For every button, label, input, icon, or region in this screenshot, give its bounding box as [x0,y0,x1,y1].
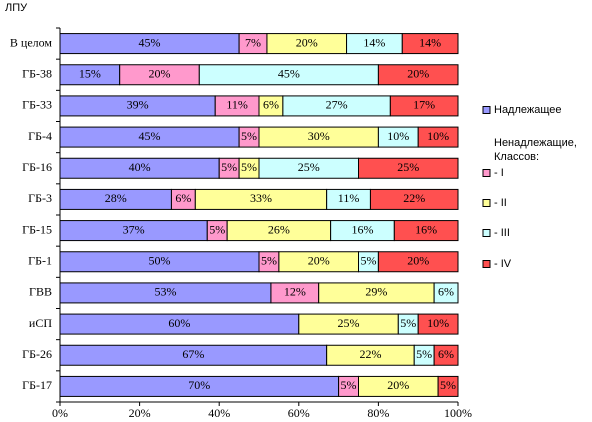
data-label: 70% [188,378,210,392]
legend-label: - II [494,197,507,209]
chart-title: ЛПУ [5,2,28,14]
data-label: 45% [139,129,161,143]
data-label: 6% [175,191,191,205]
bar-segment [437,375,459,397]
data-label: 22% [403,191,425,205]
data-label: 20% [296,35,318,49]
y-tick-label: иСП [29,316,52,330]
y-tick-label: ГБ-3 [28,191,52,205]
data-label: 30% [308,129,330,143]
data-label: 16% [415,222,437,236]
data-label: 22% [359,347,381,361]
data-label: 45% [139,35,161,49]
x-tick-label: 80% [367,406,389,420]
data-label: 20% [407,67,429,81]
y-tick-label: ГБ-38 [22,67,52,81]
data-label: 53% [154,285,176,299]
data-label: 16% [351,222,373,236]
data-label: 25% [338,316,360,330]
legend-swatch [482,229,491,237]
data-label: 20% [387,378,409,392]
data-label: 60% [168,316,190,330]
data-label: 5% [241,129,257,143]
legend-label: - III [494,227,510,239]
data-label: 11% [338,191,360,205]
bar-segment [369,188,459,210]
data-label: 25% [397,160,419,174]
data-label: 5% [221,160,237,174]
data-label: 10% [427,316,449,330]
data-label: 5% [341,378,357,392]
data-label: 5% [440,378,456,392]
bar-segment [389,95,459,117]
data-label: 5% [241,160,257,174]
data-label: 5% [416,347,432,361]
y-tick-label: ГБ-26 [22,347,52,361]
data-label: 5% [400,316,416,330]
data-label: 40% [129,160,151,174]
data-label: 6% [438,347,454,361]
legend-swatch [482,106,491,114]
x-tick-label: 20% [129,406,151,420]
data-label: 26% [268,222,290,236]
data-label: 20% [407,254,429,268]
data-label: 10% [387,129,409,143]
y-tick-label: В целом [10,35,53,49]
legend-label: - IV [494,258,512,270]
data-label: 27% [326,98,348,112]
data-label: 33% [250,191,272,205]
x-tick-label: 100% [444,406,472,420]
x-tick-label: 40% [208,406,230,420]
y-tick-label: ГБ-4 [28,129,52,143]
data-label: 20% [308,254,330,268]
data-label: 28% [105,191,127,205]
y-tick-label: ГВВ [29,285,52,299]
data-label: 39% [127,98,149,112]
data-label: 45% [278,67,300,81]
data-label: 20% [149,67,171,81]
data-label: 37% [123,222,145,236]
x-tick-label: 0% [52,406,68,420]
legend-label: Надлежащее [494,104,562,116]
y-tick-label: ГБ-1 [28,254,52,268]
data-label: 6% [438,285,454,299]
y-tick-label: ГБ-16 [22,160,52,174]
legend-swatch [482,169,491,177]
bar-segment [417,313,459,335]
data-label: 7% [245,35,261,49]
legend-label: - I [494,167,504,179]
bar-segment [358,157,459,179]
bar-segment [393,220,459,242]
bar-segment [377,64,459,86]
y-tick-label: ГБ-15 [22,222,52,236]
data-label: 17% [413,98,435,112]
data-label: 50% [149,254,171,268]
bar-segment [417,126,459,148]
data-label: 14% [363,35,385,49]
data-label: 6% [263,98,279,112]
data-label: 14% [419,35,441,49]
data-label: 11% [226,98,248,112]
bar-segment [401,33,459,55]
y-tick-label: ГБ-33 [22,98,52,112]
data-label: 5% [209,222,225,236]
data-label: 25% [298,160,320,174]
legend-title: Ненадлежащие, Классов: [494,137,577,163]
x-tick-label: 60% [288,406,310,420]
bar-segment [433,344,459,366]
bar-segment [377,251,459,273]
legend-swatch [482,260,491,268]
data-label: 12% [284,285,306,299]
data-label: 67% [182,347,204,361]
legend-swatch [482,199,491,207]
bar-segment [433,282,459,304]
data-label: 29% [365,285,387,299]
data-label: 10% [427,129,449,143]
y-tick-label: ГБ-17 [22,378,52,392]
data-label: 5% [261,254,277,268]
data-label: 5% [360,254,376,268]
data-label: 15% [79,67,101,81]
